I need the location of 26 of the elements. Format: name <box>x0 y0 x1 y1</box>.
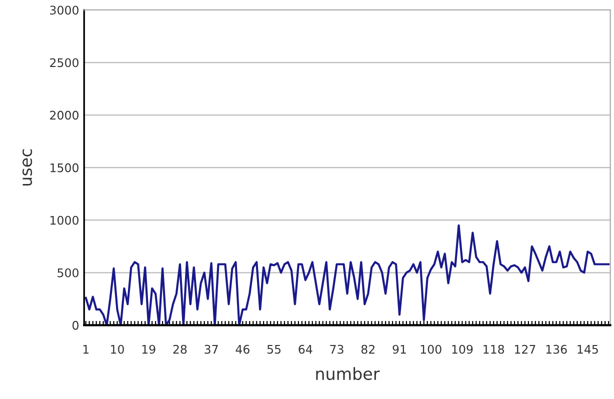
x-tick-label: 136 <box>546 344 567 354</box>
y-tick-label: 500 <box>58 268 78 278</box>
x-tick-label: 10 <box>111 344 124 354</box>
x-tick-label: 82 <box>361 344 374 354</box>
y-tick-label: 1000 <box>50 216 78 225</box>
x-tick-label: 73 <box>330 344 344 354</box>
x-tick-label: 145 <box>578 344 598 354</box>
x-tick-label: 127 <box>514 344 536 354</box>
x-tick-label: 118 <box>484 344 504 354</box>
y-tick-label: 3000 <box>50 6 78 15</box>
x-tick-label: 1 <box>83 344 89 354</box>
x-tick-label: 55 <box>267 344 281 354</box>
x-axis-title: number <box>316 367 380 380</box>
x-tick-label: 28 <box>173 344 187 354</box>
x-tick-label: 19 <box>142 344 156 354</box>
x-tick-label: 100 <box>420 344 442 354</box>
x-tick-label: 46 <box>236 344 250 354</box>
x-tick-label: 37 <box>204 344 218 354</box>
x-tick-label: 64 <box>298 344 312 354</box>
x-tick-label: 109 <box>452 344 473 354</box>
y-tick-label: 2500 <box>50 58 78 68</box>
y-tick-label: 2000 <box>50 110 78 120</box>
y-tick-label: 1500 <box>50 163 78 172</box>
y-tick-label: 0 <box>72 320 78 330</box>
y-axis-title: usec <box>22 149 32 186</box>
x-tick-label: 91 <box>392 344 406 354</box>
